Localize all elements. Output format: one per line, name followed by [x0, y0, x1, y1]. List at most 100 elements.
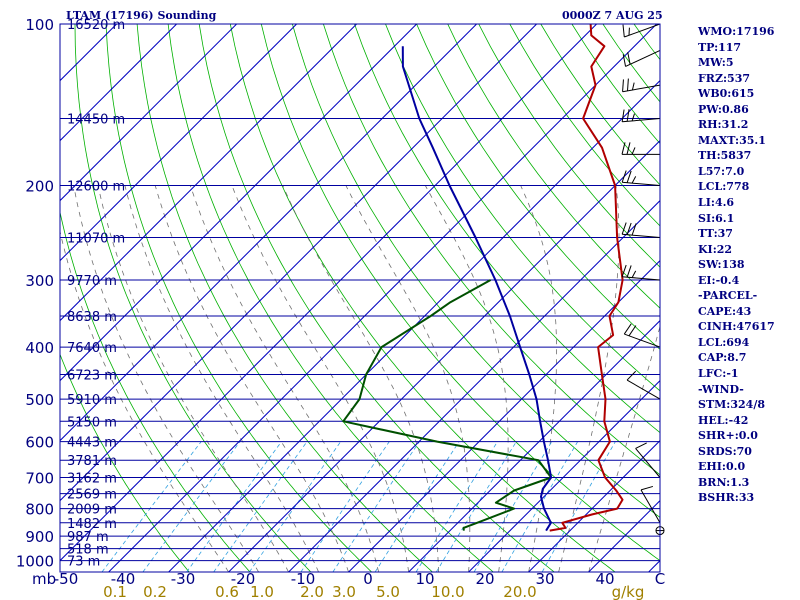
- dry-adiabat: [447, 24, 660, 309]
- parcel-path: [401, 46, 553, 532]
- mixing-ratio-lines: [101, 441, 616, 572]
- height-label: 16520 m: [67, 18, 125, 33]
- temperature-tick-label: -50: [54, 570, 79, 588]
- dry-adiabat: [260, 24, 660, 562]
- wind-barb: [621, 109, 661, 123]
- stat-item: MAXT:35.1: [698, 133, 766, 147]
- wind-barb: [621, 142, 660, 155]
- mixing-ratio-line: [374, 441, 460, 572]
- isotherm: [108, 24, 657, 572]
- barb-flag: [631, 270, 637, 278]
- temperature-tick-label: 10: [415, 570, 434, 588]
- pressure-tick-label: 800: [25, 501, 54, 519]
- mixing-ratio-line: [541, 441, 616, 572]
- pressure-tick-label: 600: [25, 434, 54, 452]
- height-label: 3162 m: [67, 472, 117, 487]
- stat-item: FRZ:537: [698, 71, 751, 85]
- pressure-tick-label: 500: [25, 391, 54, 409]
- moist-adiabat: [73, 185, 259, 572]
- barb-flag: [622, 24, 625, 38]
- mixing-ratio-label: 1.0: [250, 583, 274, 600]
- stat-item: WB0:615: [698, 87, 755, 101]
- isotherm: [60, 24, 237, 202]
- temperature-tick-label: -20: [231, 570, 256, 588]
- barb-flag: [626, 370, 637, 381]
- stat-item: -PARCEL-: [698, 289, 758, 303]
- mixing-ratio-label: g/kg: [612, 583, 645, 600]
- stat-item: SRDS:70: [698, 444, 752, 458]
- barb-staff: [622, 276, 661, 281]
- pressure-tick-label: 200: [25, 178, 54, 196]
- dry-adiabat: [60, 353, 190, 572]
- height-label: 8638 m: [67, 310, 117, 325]
- wind-barb: [640, 485, 661, 524]
- moist-adiabat: [60, 229, 229, 572]
- barb-staff: [640, 489, 661, 524]
- barb-staff: [626, 379, 661, 400]
- barb-staff: [622, 181, 661, 187]
- stat-item: BRN:1.3: [698, 475, 750, 489]
- temperature-tick-label: 40: [595, 570, 614, 588]
- isotherm: [348, 259, 660, 572]
- pressure-unit-label: mb: [32, 570, 56, 588]
- moist-adiabat: [189, 185, 379, 572]
- barb-flag: [621, 109, 625, 122]
- temperature-tick-label: 20: [475, 570, 494, 588]
- dry-adiabat: [74, 24, 312, 572]
- isotherms: [60, 24, 660, 572]
- barb-staff: [622, 84, 661, 93]
- moist-adiabat: [282, 185, 440, 572]
- mixing-ratio-labels: 0.1 0.2 0.6 1.0 2.0 3.0 5.0 10.0 20.0 g/kg: [103, 583, 644, 600]
- barb-flag: [626, 142, 631, 155]
- stat-item: CAPE:43: [698, 304, 752, 318]
- temperature-tick-label: 0: [363, 570, 373, 588]
- isotherm: [60, 24, 597, 562]
- temperature-tick-label: -30: [171, 570, 196, 588]
- barb-flag: [626, 265, 632, 278]
- mixing-ratio-line: [213, 441, 308, 572]
- barb-flag: [635, 442, 647, 449]
- height-label: 5150 m: [67, 415, 117, 430]
- wind-barb: [635, 442, 661, 478]
- moist-adiabat: [558, 185, 620, 572]
- pressure-tick-label: 300: [25, 272, 54, 290]
- stat-item: EI:-0.4: [698, 273, 740, 287]
- barb-staff: [622, 233, 661, 239]
- barb-staff: [624, 23, 661, 38]
- barb-staff: [622, 117, 661, 123]
- mixing-ratio-label: 3.0: [332, 583, 356, 600]
- wind-barb: [622, 23, 661, 38]
- barb-staff: [635, 448, 661, 478]
- height-label: 4443 m: [67, 436, 117, 451]
- height-label: 73 m: [67, 555, 100, 570]
- stat-item: LCL:778: [698, 180, 750, 194]
- stat-item: STM:324/8: [698, 398, 765, 412]
- pressure-tick-label: 400: [25, 339, 54, 357]
- barb-flag: [621, 170, 627, 183]
- wind-barb: [622, 49, 661, 67]
- mixing-ratio-label: 0.1: [103, 583, 127, 600]
- moist-adiabat: [97, 185, 289, 572]
- dry-adiabat: [60, 210, 251, 572]
- mixing-ratio-label: 5.0: [376, 583, 400, 600]
- wind-barb: [621, 222, 661, 239]
- dry-adiabat: [354, 24, 660, 434]
- height-label: 1482 m: [67, 517, 117, 532]
- pressure-tick-labels: 100 200 300 400 500 600 700 800 900 1000: [16, 16, 54, 571]
- barb-flag: [626, 222, 632, 235]
- barb-flag: [628, 325, 637, 337]
- stat-item: TT:37: [698, 227, 733, 241]
- isotherm: [60, 24, 297, 262]
- height-label: 11070 m: [67, 232, 125, 247]
- mixing-ratio-line: [473, 441, 553, 572]
- wind-barb: [626, 370, 661, 400]
- isotherm: [528, 439, 660, 572]
- sounding-profiles: [342, 24, 624, 532]
- stat-item: HEL:-42: [698, 413, 749, 427]
- barb-flag: [627, 52, 631, 65]
- dry-adiabat: [385, 24, 660, 392]
- barb-flag: [626, 170, 632, 183]
- barb-staff: [625, 49, 661, 67]
- height-label: 2009 m: [67, 503, 117, 518]
- mixing-ratio-line: [501, 441, 579, 572]
